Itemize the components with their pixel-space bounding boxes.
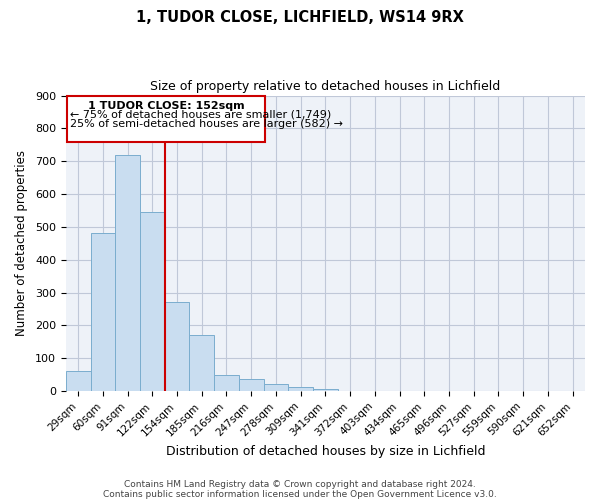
Text: Contains public sector information licensed under the Open Government Licence v3: Contains public sector information licen…: [103, 490, 497, 499]
Y-axis label: Number of detached properties: Number of detached properties: [15, 150, 28, 336]
Bar: [239, 380, 263, 391]
Bar: [66, 372, 91, 391]
Bar: [67, 96, 265, 142]
Text: Contains HM Land Registry data © Crown copyright and database right 2024.: Contains HM Land Registry data © Crown c…: [124, 480, 476, 489]
Bar: [164, 302, 190, 391]
Title: Size of property relative to detached houses in Lichfield: Size of property relative to detached ho…: [150, 80, 500, 93]
Bar: [91, 234, 115, 391]
Text: 25% of semi-detached houses are larger (582) →: 25% of semi-detached houses are larger (…: [70, 118, 343, 128]
Bar: [214, 375, 239, 391]
Bar: [289, 386, 313, 391]
Bar: [263, 384, 289, 391]
Bar: [115, 154, 140, 391]
Bar: [313, 390, 338, 391]
X-axis label: Distribution of detached houses by size in Lichfield: Distribution of detached houses by size …: [166, 444, 485, 458]
Text: 1 TUDOR CLOSE: 152sqm: 1 TUDOR CLOSE: 152sqm: [88, 101, 244, 111]
Bar: [190, 334, 214, 391]
Text: 1, TUDOR CLOSE, LICHFIELD, WS14 9RX: 1, TUDOR CLOSE, LICHFIELD, WS14 9RX: [136, 10, 464, 25]
Text: ← 75% of detached houses are smaller (1,749): ← 75% of detached houses are smaller (1,…: [70, 110, 331, 120]
Bar: [140, 212, 164, 391]
